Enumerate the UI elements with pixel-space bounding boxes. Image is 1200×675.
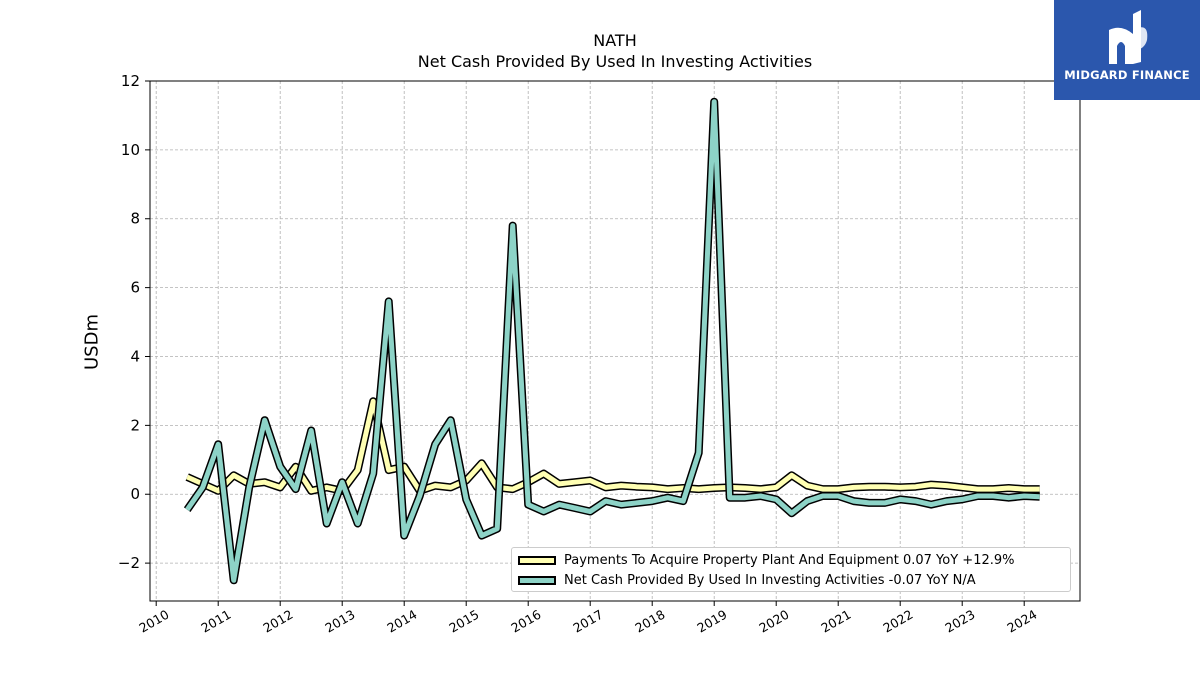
midgard-logo-icon: [1109, 10, 1148, 64]
y-tick-label-0: 0: [130, 485, 140, 503]
legend-swatch-investing: [518, 575, 556, 585]
y-tick-label--2: −2: [118, 554, 140, 572]
y-tick-label-2: 2: [130, 416, 140, 434]
legend: Payments To Acquire Property Plant And E…: [511, 547, 1071, 592]
x-tick-label-2012: 2012: [260, 607, 295, 636]
y-tick-label-6: 6: [130, 279, 140, 297]
brand-logo: MIDGARD FINANCE: [1054, 0, 1200, 100]
x-tick-label-2016: 2016: [508, 607, 543, 636]
x-tick-label-2021: 2021: [818, 607, 853, 636]
x-tick-label-2014: 2014: [384, 607, 419, 636]
legend-item-capex: Payments To Acquire Property Plant And E…: [518, 550, 1064, 570]
x-tick-label-2023: 2023: [942, 607, 977, 636]
x-tick-label-2022: 2022: [880, 607, 915, 636]
chart-subtitle: Net Cash Provided By Used In Investing A…: [417, 52, 813, 71]
legend-label-capex: Payments To Acquire Property Plant And E…: [564, 552, 1015, 568]
logo-text: MIDGARD FINANCE: [1064, 68, 1190, 82]
y-tick-label-8: 8: [130, 210, 140, 228]
x-tick-label-2018: 2018: [632, 607, 667, 636]
chart-title: NATH: [593, 31, 637, 50]
x-tick-label-2011: 2011: [198, 607, 233, 636]
series-line-1: [185, 99, 1040, 583]
x-tick-label-2015: 2015: [446, 607, 481, 636]
x-tick-label-2020: 2020: [756, 607, 791, 636]
y-tick-label-4: 4: [130, 347, 140, 365]
plot-frame: [149, 80, 1081, 602]
x-tick-label-2010: 2010: [136, 607, 171, 636]
legend-item-investing: Net Cash Provided By Used In Investing A…: [518, 570, 1064, 590]
x-tick-label-2024: 2024: [1004, 607, 1039, 636]
series-line-0: [186, 398, 1040, 494]
legend-swatch-capex: [518, 555, 556, 565]
legend-label-investing: Net Cash Provided By Used In Investing A…: [564, 572, 976, 588]
y-tick-label-10: 10: [121, 141, 140, 159]
x-tick-label-2013: 2013: [322, 607, 357, 636]
series-outline-1: [183, 97, 1040, 585]
y-tick-label-12: 12: [121, 72, 140, 90]
x-tick-label-2019: 2019: [694, 607, 729, 636]
x-tick-label-2017: 2017: [570, 607, 605, 636]
